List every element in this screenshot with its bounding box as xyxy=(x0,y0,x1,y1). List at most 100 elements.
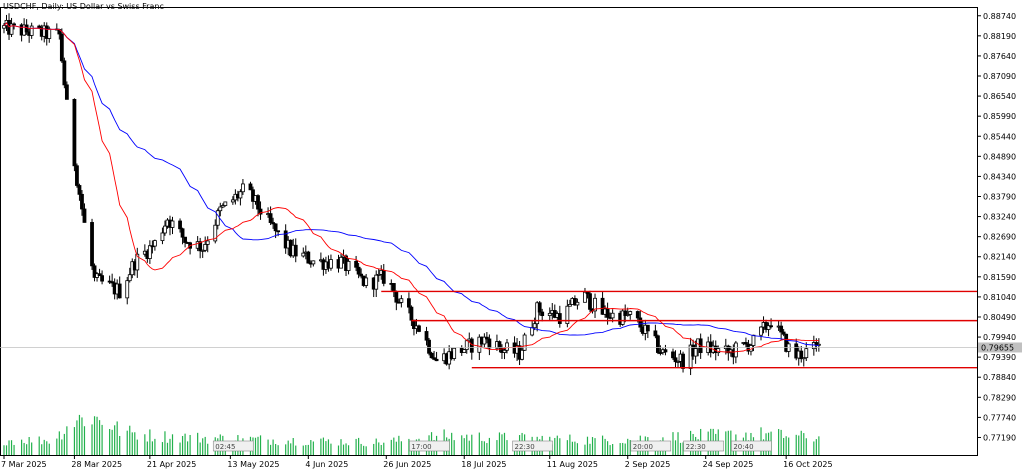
bear-candle-body xyxy=(605,308,610,318)
candle xyxy=(583,287,587,303)
bull-candle-body xyxy=(329,259,333,269)
bear-candle-body xyxy=(306,251,311,264)
bear-candle-body xyxy=(427,339,431,354)
candle xyxy=(293,238,298,263)
bull-candle-body xyxy=(625,314,630,316)
bull-candle-body xyxy=(376,273,381,276)
current-price-box xyxy=(978,342,1022,353)
candle xyxy=(585,291,590,299)
candle xyxy=(241,178,245,195)
session-tag: 22:30 xyxy=(683,440,724,452)
bull-candle-body xyxy=(160,232,165,242)
bear-candle-body xyxy=(769,325,773,328)
bear-candle-body xyxy=(487,338,492,349)
price-tick-label: 0.78840 xyxy=(983,373,1016,382)
bear-candle-body xyxy=(59,33,64,62)
time-axis[interactable]: 7 Mar 2025 28 Mar 2025 21 Apr 2025 13 May 2… xyxy=(1,455,833,469)
bear-candle-body xyxy=(600,297,605,315)
bear-candle-body xyxy=(64,84,69,100)
price-axis[interactable]: 0.88740 0.88190 0.87640 0.87090 0.86540 0.859… xyxy=(977,12,1022,443)
bear-candle-body xyxy=(573,298,577,306)
price-tick: 0.77190 xyxy=(977,433,1016,442)
candle xyxy=(497,340,502,353)
bear-candle-body xyxy=(588,293,592,310)
candle xyxy=(799,345,804,363)
price-tick: 0.88190 xyxy=(977,32,1016,41)
candle xyxy=(575,298,580,310)
bull-candle-body xyxy=(241,183,245,193)
bull-candle-body xyxy=(205,240,210,245)
bull-candle-body xyxy=(9,23,14,35)
bear-candle-body xyxy=(424,331,429,341)
candle xyxy=(502,347,507,360)
bull-candle-body xyxy=(535,302,540,325)
price-tick-label: 0.88740 xyxy=(983,12,1016,21)
bull-candle-body xyxy=(693,348,698,357)
bull-candle-body xyxy=(505,342,509,351)
bear-candle-body xyxy=(497,341,502,349)
candle xyxy=(593,293,597,319)
price-tick-label: 0.79940 xyxy=(983,333,1016,342)
bull-candle-body xyxy=(147,245,152,259)
bear-candle-body xyxy=(183,236,187,243)
bull-candle-body xyxy=(520,349,524,360)
candle xyxy=(432,350,436,361)
bull-candle-body xyxy=(530,327,535,336)
bear-candle-body xyxy=(537,302,542,313)
candle xyxy=(125,277,130,305)
session-tag-label: 20:00 xyxy=(633,443,653,451)
candle xyxy=(306,250,311,264)
bull-candle-body xyxy=(620,310,625,325)
bull-candle-body xyxy=(751,334,756,346)
bull-candle-body xyxy=(125,280,130,299)
bear-candle-body xyxy=(12,23,16,26)
bull-candle-body xyxy=(346,260,351,271)
bull-candle-body xyxy=(464,340,469,350)
bull-candle-body xyxy=(565,305,570,324)
session-tag-box xyxy=(731,440,772,452)
bull-candle-body xyxy=(339,256,343,269)
price-tick: 0.88740 xyxy=(977,12,1016,21)
bear-candle-body xyxy=(100,275,104,282)
price-tick-label: 0.87640 xyxy=(983,52,1016,61)
candle xyxy=(751,334,756,352)
candle xyxy=(600,291,605,315)
candle xyxy=(258,201,263,220)
bull-candle-body xyxy=(135,253,140,271)
bull-candle-body xyxy=(575,301,580,306)
bull-candle-body xyxy=(223,201,228,206)
candle xyxy=(77,183,82,201)
time-tick: 24 Sep 2025 xyxy=(703,455,753,469)
candle xyxy=(230,196,235,205)
bear-candle-body xyxy=(97,273,102,277)
time-tick: 7 Mar 2025 xyxy=(1,455,47,469)
candle xyxy=(658,345,663,356)
price-tick: 0.79940 xyxy=(977,333,1016,342)
horizontal-levels[interactable] xyxy=(0,290,977,369)
bull-candle-body xyxy=(733,342,738,358)
candle xyxy=(205,236,210,253)
candle xyxy=(623,304,628,323)
candle xyxy=(688,337,693,376)
candle xyxy=(766,322,771,337)
bear-candle-body xyxy=(671,351,675,359)
price-tick: 0.87640 xyxy=(977,52,1016,61)
bear-candle-body xyxy=(75,165,79,186)
candle xyxy=(759,326,763,341)
price-tick: 0.78840 xyxy=(977,373,1016,382)
candle xyxy=(535,301,540,332)
candle xyxy=(72,98,77,172)
candle xyxy=(482,333,487,348)
candle xyxy=(605,302,610,325)
candle xyxy=(117,276,122,299)
bull-candle-body xyxy=(374,274,379,290)
price-tick-label: 0.84890 xyxy=(983,152,1016,161)
session-tag-box xyxy=(630,440,672,452)
bear-candle-body xyxy=(110,281,115,284)
bull-candle-body xyxy=(218,206,223,212)
candle xyxy=(381,263,386,287)
bull-candle-body xyxy=(238,191,243,199)
candle xyxy=(75,163,79,188)
